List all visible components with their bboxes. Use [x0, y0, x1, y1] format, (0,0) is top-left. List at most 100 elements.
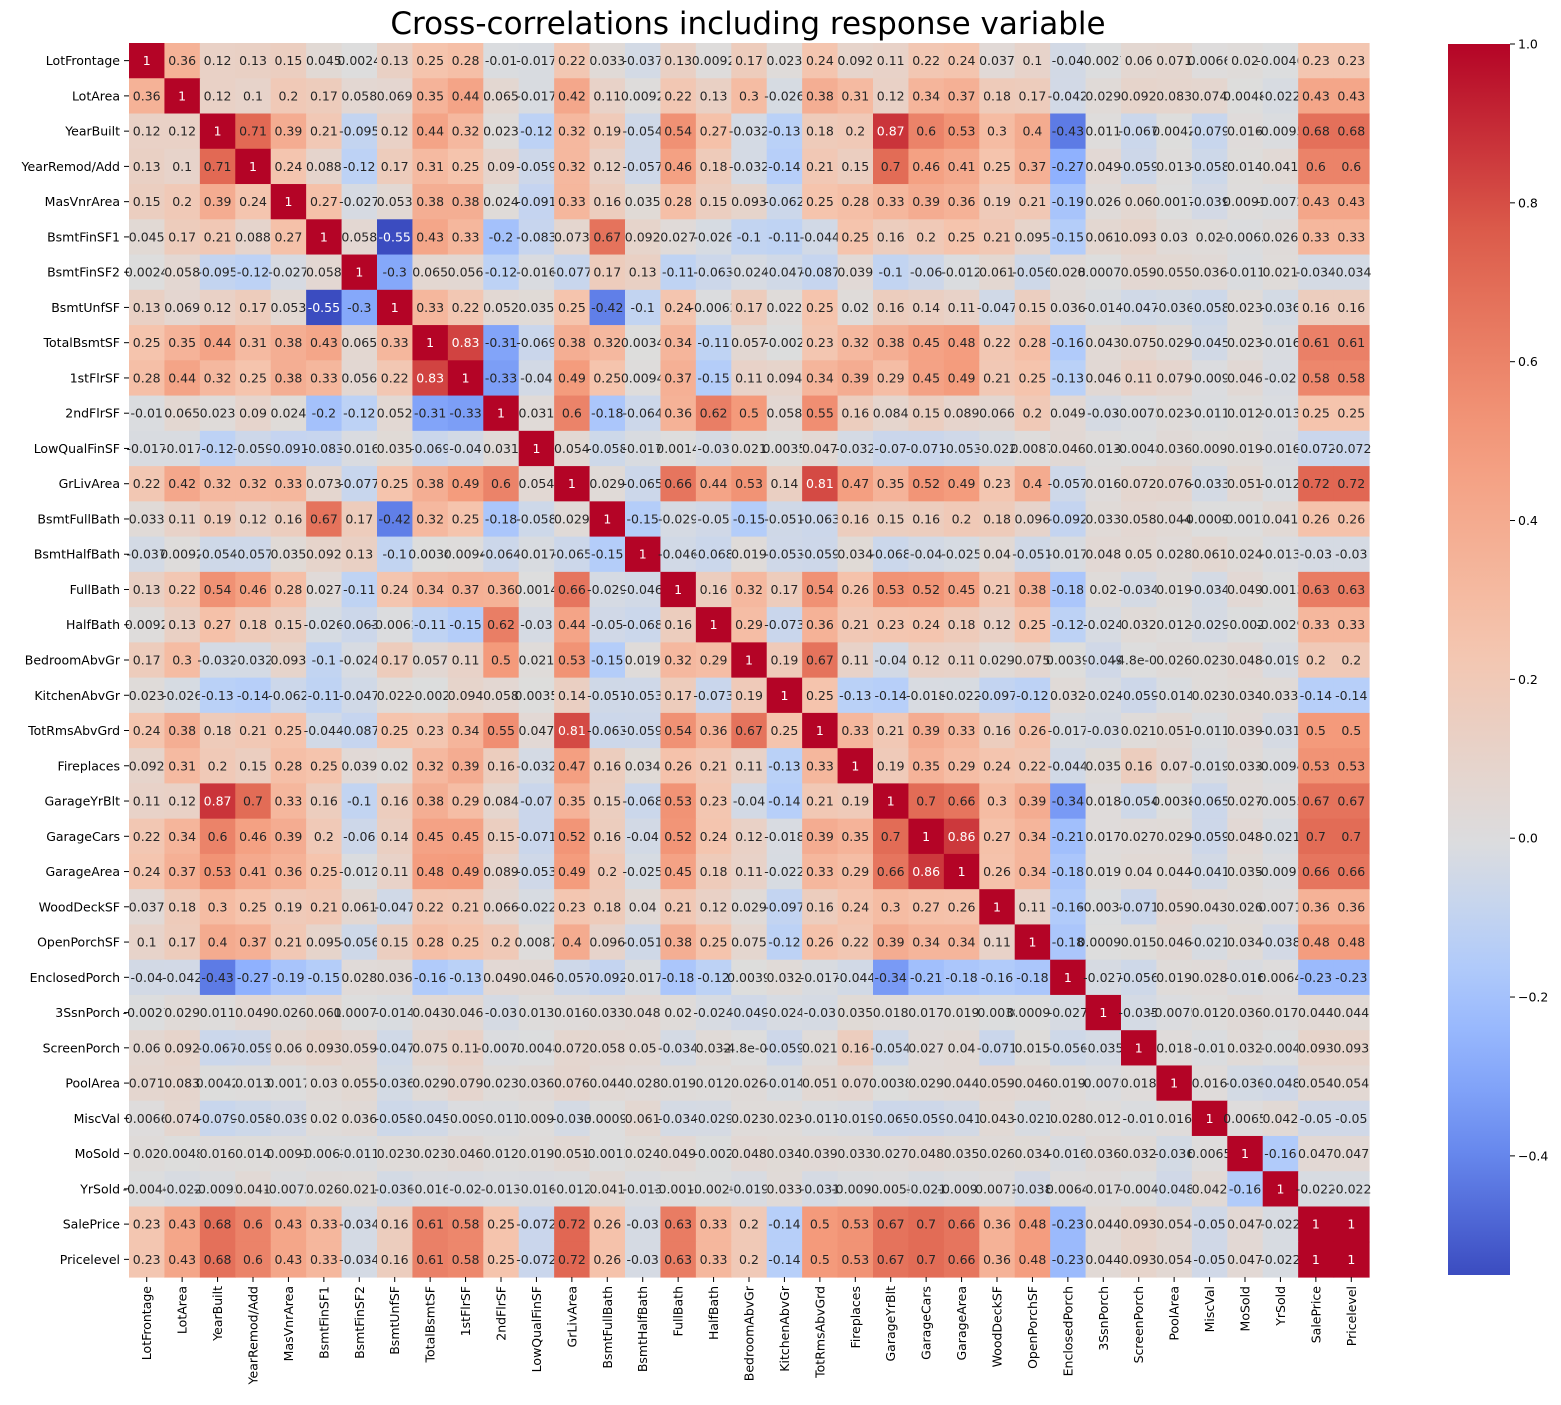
- cell-value-label: 0.12: [877, 88, 905, 103]
- heatmap-cell: [979, 430, 1016, 467]
- heatmap-cell: [1333, 360, 1370, 397]
- cell-value-label: 0.023: [377, 1146, 413, 1161]
- cell-value-label: 0.39: [841, 370, 869, 385]
- heatmap-cell: [235, 184, 272, 220]
- cell-value-label: 0.44: [204, 335, 232, 350]
- y-tick-label: HalfBath: [66, 617, 120, 632]
- cell-value-label: -0.14: [237, 688, 269, 703]
- cell-value-label: 0.66: [1302, 864, 1330, 879]
- cell-value-label: -0.022: [1260, 88, 1300, 103]
- cell-value-label: 0.019: [1156, 970, 1192, 985]
- cell-value-label: 0.11: [877, 53, 905, 68]
- cell-value-label: 0.53: [558, 653, 586, 668]
- cell-value-label: 0.25: [806, 194, 834, 209]
- cell-value-label: 0.21: [806, 794, 834, 809]
- cell-value-label: 0.069: [377, 88, 413, 103]
- cell-value-label: 0.32: [416, 511, 444, 526]
- cell-value-label: -0.15: [591, 653, 623, 668]
- y-tick-label: YearRemod/Add: [21, 159, 120, 174]
- cell-value-label: -0.0094: [1256, 758, 1304, 773]
- cell-value-label: -0.16: [1229, 1181, 1261, 1196]
- cell-value-label: -0.04: [910, 547, 942, 562]
- cell-value-label: 0.089: [944, 406, 980, 421]
- cell-value-label: 0.71: [239, 124, 267, 139]
- cell-value-label: 0.3: [881, 899, 901, 914]
- colorbar-tick-label: 0.0: [1518, 831, 1538, 846]
- heatmap-cell: [412, 254, 449, 291]
- cell-value-label: 0.12: [168, 794, 196, 809]
- heatmap-cell: [1085, 219, 1122, 256]
- cell-value-label: 0.092: [306, 547, 342, 562]
- cell-value-label: 0.36: [168, 53, 196, 68]
- cell-value-label: 0.021: [1263, 265, 1299, 280]
- cell-value-label: -0.019: [1260, 653, 1300, 668]
- cell-value-label: 0.6: [1306, 159, 1326, 174]
- cell-value-label: 0.36: [664, 406, 692, 421]
- cell-value-label: 0.23: [133, 1252, 161, 1267]
- cell-value-label: 0.21: [664, 899, 692, 914]
- cell-value-label: -0.05: [1335, 1111, 1367, 1126]
- cell-value-label: -0.0029: [1256, 617, 1304, 632]
- cell-value-label: 0.16: [983, 723, 1011, 738]
- cell-value-label: 0.045: [306, 53, 342, 68]
- cell-value-label: -0.13: [201, 688, 233, 703]
- cell-value-label: 0.24: [381, 582, 409, 597]
- x-tick-label: BedroomAbvGr: [742, 1285, 757, 1381]
- cell-value-label: 0.25: [133, 335, 161, 350]
- heatmap-cell: [1227, 360, 1264, 397]
- heatmap-cell: [270, 360, 307, 397]
- cell-value-label: 0.023: [1192, 688, 1228, 703]
- heatmap-cell: [483, 43, 520, 79]
- cell-value-label: 0.6: [491, 476, 511, 491]
- y-tick-label: MoSold: [75, 1146, 120, 1161]
- cell-value-label: -0.027: [1083, 970, 1123, 985]
- heatmap-cell: [731, 43, 768, 79]
- cell-value-label: 0.058: [589, 1040, 625, 1055]
- cell-value-label: -0.056: [1012, 265, 1052, 280]
- cell-value-label: 0.67: [1302, 794, 1330, 809]
- cell-value-label: 0.029: [979, 653, 1015, 668]
- cell-value-label: 0.024: [1227, 547, 1263, 562]
- cell-value-label: 1: [603, 511, 611, 526]
- cell-value-label: 0.019: [519, 1146, 555, 1161]
- cell-value-label: 0.19: [877, 758, 905, 773]
- cell-value-label: 0.0039: [727, 970, 771, 985]
- heatmap-cell: [1227, 113, 1264, 150]
- cell-value-label: 0.0092: [125, 617, 169, 632]
- cell-value-label: 0.022: [377, 688, 413, 703]
- cell-value-label: 0.25: [452, 935, 480, 950]
- cell-value-label: 0.044: [1156, 864, 1192, 879]
- y-tick-label: BsmtFullBath: [37, 511, 120, 526]
- heatmap-cell: [979, 360, 1016, 397]
- cell-value-label: 0.055: [1156, 265, 1192, 280]
- heatmap-cell: [695, 430, 732, 467]
- cell-value-label: -0.55: [308, 300, 340, 315]
- cell-value-label: -0.044: [304, 723, 344, 738]
- cell-value-label: 0.67: [877, 1217, 905, 1232]
- heatmap-cell: [731, 148, 768, 185]
- heatmap-cell: [129, 43, 166, 79]
- cell-value-label: 0.15: [133, 194, 161, 209]
- cell-value-label: 1: [710, 617, 718, 632]
- cell-value-label: -0.002: [410, 688, 450, 703]
- cell-value-label: -0.15: [1052, 229, 1084, 244]
- heatmap-cell: [1156, 289, 1193, 326]
- heatmap-cell: [1262, 430, 1299, 467]
- cell-value-label: -0.14: [1335, 688, 1367, 703]
- cell-value-label: 0.028: [341, 970, 377, 985]
- cell-value-label: 0.053: [377, 194, 413, 209]
- cell-value-label: 0.06: [1125, 194, 1153, 209]
- cell-value-label: -0.026: [304, 617, 344, 632]
- cell-value-label: -0.004: [1119, 1181, 1159, 1196]
- cell-value-label: 0.034: [1227, 688, 1263, 703]
- cell-value-label: 0.058: [164, 265, 200, 280]
- heatmap-cell: [625, 184, 662, 220]
- heatmap-cell: [1050, 184, 1087, 220]
- cell-value-label: -0.026: [693, 229, 733, 244]
- heatmap-cell: [1333, 325, 1370, 361]
- heatmap-cell: [412, 466, 449, 502]
- cell-value-label: 0.0066: [125, 1111, 169, 1126]
- cell-value-label: 0.5: [1306, 723, 1326, 738]
- cell-value-label: 0.25: [983, 159, 1011, 174]
- cell-value-label: -0.03: [1087, 406, 1119, 421]
